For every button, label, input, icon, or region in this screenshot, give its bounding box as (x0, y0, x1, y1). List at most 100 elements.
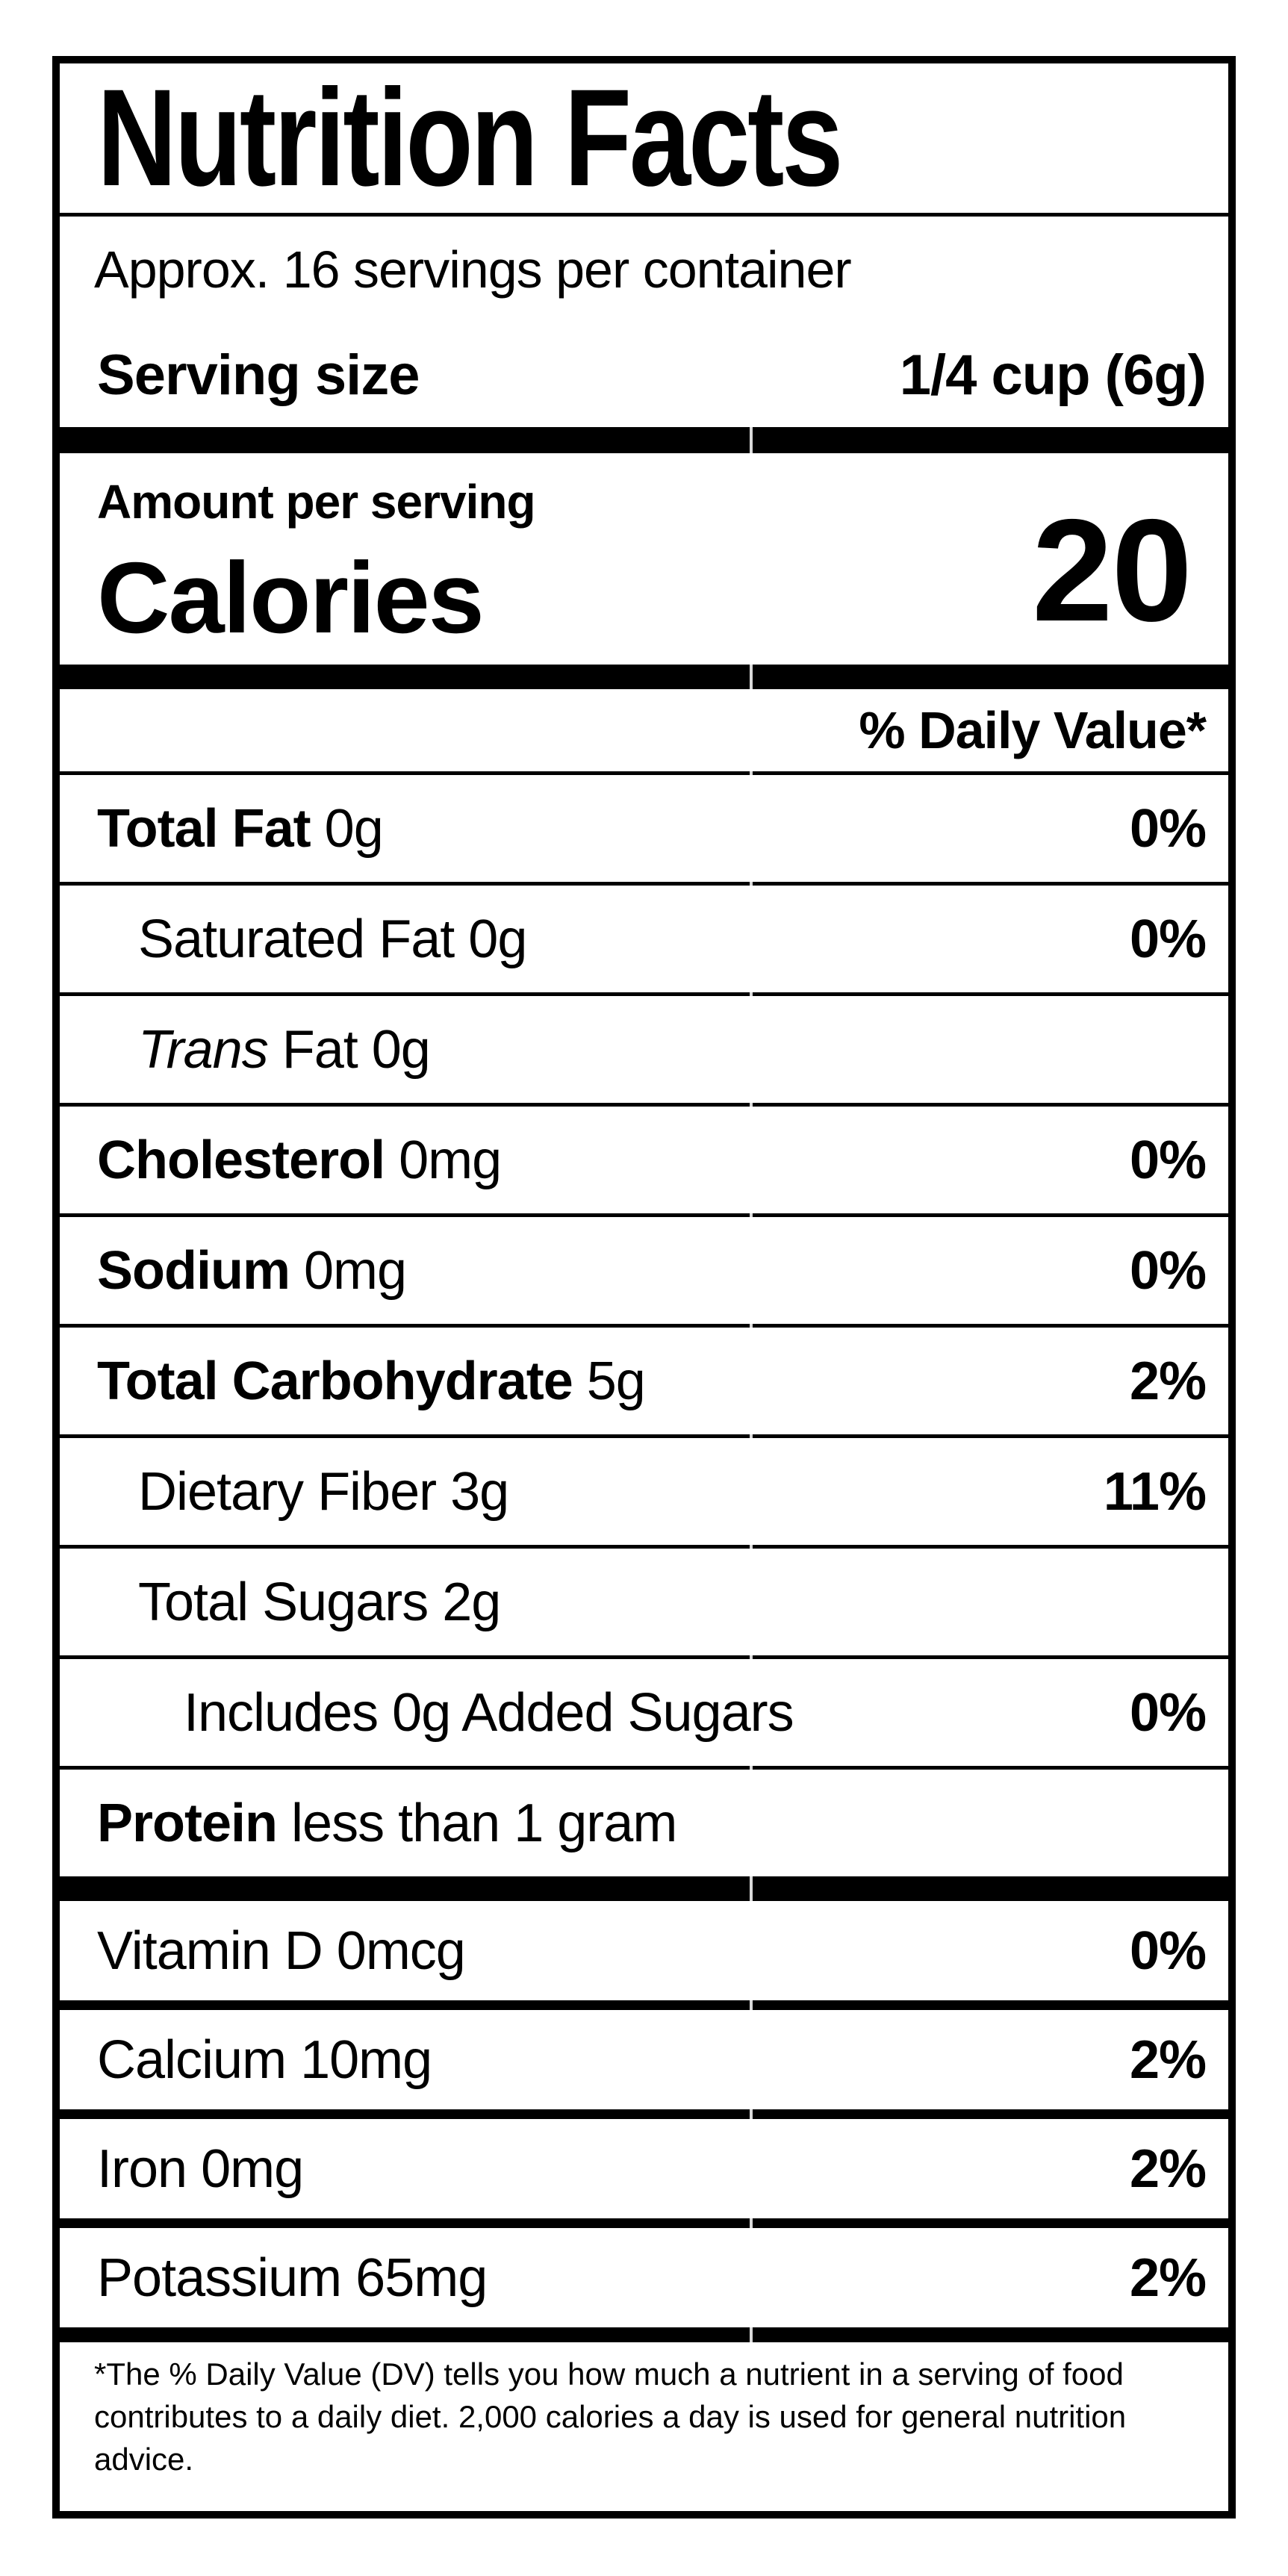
daily-value-percent: 0% (1129, 798, 1207, 859)
vitamin-amount: 65mg (341, 2247, 488, 2308)
amount-per-serving-label: Amount per serving (97, 475, 536, 529)
nutrient-amount: 0g (310, 798, 384, 859)
vitamin-text: Vitamin D 0mcg (97, 1920, 466, 1982)
calories-label: Calories (97, 541, 485, 654)
nutrient-text: Dietary Fiber 3g (138, 1461, 509, 1522)
daily-value-percent: 0% (1129, 1682, 1207, 1743)
vitamin-text: Iron 0mg (97, 2138, 304, 2200)
nutrition-facts-label: Nutrition Facts Approx. 16 servings per … (52, 56, 1236, 2519)
nutrient-row: Dietary Fiber 3g 11% (60, 1438, 1228, 1545)
nutrient-name: Cholesterol (97, 1130, 385, 1190)
row-divider (60, 992, 1228, 996)
row-divider (60, 1766, 1228, 1770)
daily-value-percent: 2% (1129, 2247, 1207, 2308)
nutrient-name: Protein (97, 1793, 278, 1853)
vitamin-amount: 0mcg (322, 1920, 466, 1981)
nutrient-rows: Total Fat 0g 0% Saturated Fat 0g 0% Tran… (60, 775, 1228, 1876)
vitamin-row: Iron 0mg 2% (60, 2119, 1228, 2218)
daily-value-percent: 2% (1129, 2029, 1207, 2090)
thick-bar-divider (60, 1876, 1228, 1901)
row-divider (60, 2109, 1228, 2119)
footnote-divider (60, 2327, 1228, 2342)
vitamin-row: Calcium 10mg 2% (60, 2010, 1228, 2109)
hairline-divider (60, 771, 1228, 775)
servings-per-container-text: Approx. 16 servings per container (94, 240, 852, 299)
serving-size-label: Serving size (97, 343, 420, 407)
row-divider (60, 2000, 1228, 2010)
vitamin-name: Vitamin D (97, 1920, 323, 1981)
daily-value-percent: 11% (1103, 1461, 1207, 1522)
nutrient-amount: 5g (572, 1351, 646, 1411)
calories-value: 20 (1032, 488, 1192, 652)
nutrient-amount: Fat 0g (267, 1019, 431, 1080)
nutrient-name: Total Sugars (138, 1572, 429, 1632)
nutrient-row: Trans Fat 0g (60, 996, 1228, 1103)
nutrient-row: Total Fat 0g 0% (60, 775, 1228, 882)
nutrient-amount: 0mg (385, 1130, 502, 1190)
nutrient-row: Protein less than 1 gram (60, 1770, 1228, 1876)
calories-section: Amount per serving Calories 20 (60, 453, 1228, 665)
nutrient-text: Trans Fat 0g (138, 1019, 431, 1080)
nutrient-name: Total Fat (97, 798, 311, 859)
row-divider (60, 1324, 1228, 1328)
nutrient-name: Trans (138, 1019, 269, 1080)
thick-bar-divider (60, 427, 1228, 453)
daily-value-percent: 2% (1129, 1351, 1207, 1411)
row-divider (60, 882, 1228, 886)
nutrient-row: Includes 0g Added Sugars 0% (60, 1659, 1228, 1766)
thick-bar-divider (60, 665, 1228, 689)
vitamin-name: Iron (97, 2138, 187, 2199)
nutrient-text: Saturated Fat 0g (138, 909, 527, 970)
nutrient-name: Dietary Fiber (138, 1461, 437, 1522)
nutrient-amount: 0mg (290, 1240, 407, 1301)
page-title: Nutrition Facts (97, 60, 843, 215)
vitamin-rows: Vitamin D 0mcg 0% Calcium 10mg 2% Iron 0… (60, 1901, 1228, 2327)
vitamin-amount: 10mg (286, 2029, 432, 2090)
servings-per-container: Approx. 16 servings per container (60, 217, 1228, 323)
daily-value-percent: 0% (1129, 909, 1207, 969)
nutrient-name: Sodium (97, 1240, 290, 1301)
nutrient-text: Protein less than 1 gram (97, 1793, 677, 1854)
nutrient-row: Total Sugars 2g (60, 1549, 1228, 1655)
nutrient-text: Total Carbohydrate 5g (97, 1351, 646, 1412)
daily-value-header: % Daily Value* (859, 701, 1207, 759)
row-divider (60, 1213, 1228, 1217)
row-divider (60, 2218, 1228, 2228)
nutrient-text: Sodium 0mg (97, 1240, 407, 1301)
nutrient-row: Total Carbohydrate 5g 2% (60, 1328, 1228, 1434)
nutrient-text: Total Sugars 2g (138, 1572, 501, 1633)
vitamin-text: Calcium 10mg (97, 2029, 432, 2091)
vitamin-text: Potassium 65mg (97, 2247, 488, 2309)
nutrient-name: Total Carbohydrate (97, 1351, 573, 1411)
title-row: Nutrition Facts (60, 63, 1228, 213)
vitamin-row: Vitamin D 0mcg 0% (60, 1901, 1228, 2000)
nutrient-row: Saturated Fat 0g 0% (60, 886, 1228, 992)
vitamin-row: Potassium 65mg 2% (60, 2228, 1228, 2327)
daily-value-percent: 2% (1129, 2138, 1207, 2199)
daily-value-header-row: % Daily Value* (60, 689, 1228, 771)
daily-value-percent: 0% (1129, 1130, 1207, 1190)
nutrient-name: Saturated Fat (138, 909, 455, 969)
nutrient-name: Includes 0g Added Sugars (184, 1682, 794, 1743)
row-divider (60, 1103, 1228, 1107)
serving-size-row: Serving size 1/4 cup (6g) (60, 323, 1228, 427)
nutrient-amount: 2g (428, 1572, 501, 1632)
row-divider (60, 1655, 1228, 1659)
nutrient-text: Total Fat 0g (97, 798, 384, 859)
nutrient-row: Sodium 0mg 0% (60, 1217, 1228, 1324)
serving-size-value: 1/4 cup (6g) (899, 343, 1207, 407)
vitamin-name: Potassium (97, 2247, 342, 2308)
nutrient-amount: 0g (454, 909, 527, 969)
daily-value-percent: 0% (1129, 1240, 1207, 1301)
nutrient-amount: less than 1 gram (277, 1793, 677, 1853)
nutrient-amount: 3g (436, 1461, 509, 1522)
row-divider (60, 1545, 1228, 1549)
nutrient-text: Cholesterol 0mg (97, 1130, 502, 1191)
vitamin-amount: 0mg (187, 2138, 304, 2199)
row-divider (60, 1434, 1228, 1438)
nutrient-text: Includes 0g Added Sugars (184, 1682, 794, 1743)
vitamin-name: Calcium (97, 2029, 287, 2090)
nutrient-row: Cholesterol 0mg 0% (60, 1107, 1228, 1213)
title-divider (60, 213, 1228, 217)
daily-value-percent: 0% (1129, 1920, 1207, 1981)
